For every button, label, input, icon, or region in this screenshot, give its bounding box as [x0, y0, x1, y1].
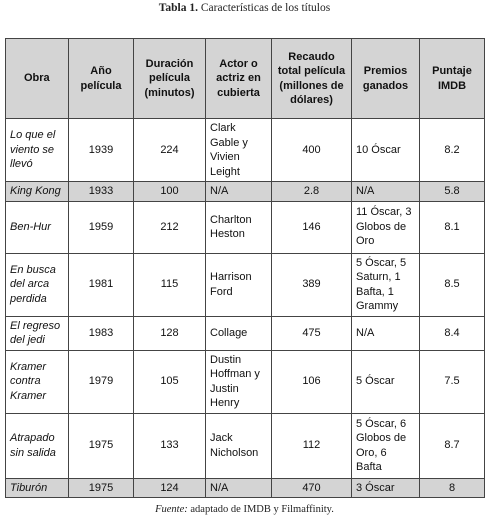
table-cell: 105	[133, 349, 206, 414]
table-cell: 5.8	[419, 181, 485, 202]
title-cell: King Kong	[5, 181, 69, 202]
table-cell: 1933	[68, 181, 134, 202]
table-cell: 5 Óscar	[351, 349, 420, 414]
table-cell: 400	[271, 118, 352, 182]
table-cell: 1959	[68, 200, 134, 254]
table-cell: N/A	[351, 181, 420, 202]
table-row: King Kong 1933 100 N/A 2.8 N/A 5.8	[5, 181, 485, 202]
table-row: Tiburón 1975 124 N/A 470 3 Óscar 8	[5, 477, 485, 498]
table-cell: 106	[271, 349, 352, 414]
header-cell: Premios ganados	[351, 38, 420, 119]
table-body: Lo que el viento se llevó 1939 224 Clark Ga…	[5, 118, 485, 498]
title-cell: El regreso del jedi	[5, 315, 69, 351]
table-cell: 389	[271, 252, 352, 317]
table-row: Ben-Hur 1959 212 Charlton Heston 146 11 Óscar…	[5, 200, 485, 254]
table-cell: 3 Óscar	[351, 477, 420, 498]
table-source: Fuente: adaptado de IMDB y Filmaffinity.	[0, 504, 489, 515]
source-label: Fuente:	[155, 504, 188, 515]
table-cell: 1981	[68, 252, 134, 317]
table-cell: 100	[133, 181, 206, 202]
table-cell: 8.5	[419, 252, 485, 317]
table-cell: 1983	[68, 315, 134, 351]
table-cell: 5 Óscar, 5 Saturn, 1 Bafta, 1 Grammy	[351, 252, 420, 317]
table-cell: 8.7	[419, 412, 485, 479]
table-cell: 5 Óscar, 6 Globos de Oro, 6 Bafta	[351, 412, 420, 479]
title-cell: Atrapado sin salida	[5, 412, 69, 479]
header-cell: Actor o actriz en cubierta	[205, 38, 272, 119]
table-row: Kramer contra Kramer 1979 105 Dustin Hoffma…	[5, 349, 485, 414]
title-cell: Kramer contra Kramer	[5, 349, 69, 414]
title-cell: Tiburón	[5, 477, 69, 498]
table-cell: 8	[419, 477, 485, 498]
table-cell: 128	[133, 315, 206, 351]
header-cell: Duración película (minutos)	[133, 38, 206, 119]
table-cell: 2.8	[271, 181, 352, 202]
title-cell: Ben-Hur	[5, 200, 69, 254]
table-cell: 7.5	[419, 349, 485, 414]
table-cell: 8.2	[419, 118, 485, 182]
table-cell: Dustin Hoffman y Justin Henry	[205, 349, 272, 414]
table-cell: 133	[133, 412, 206, 479]
header-cell: Puntaje IMDB	[419, 38, 485, 119]
data-table: Obra Año película Duración película (minut…	[5, 38, 485, 498]
table-title: Tabla 1. Características de los títulos	[0, 2, 489, 14]
table-cell: 1939	[68, 118, 134, 182]
table-cell: 124	[133, 477, 206, 498]
table-cell: N/A	[205, 181, 272, 202]
table-cell: 112	[271, 412, 352, 479]
table-cell: N/A	[351, 315, 420, 351]
table-cell: 1979	[68, 349, 134, 414]
title-cell: En busca del arca perdida	[5, 252, 69, 317]
header-cell: Recaudo total película (millones de dóla…	[271, 38, 352, 119]
table-cell: 146	[271, 200, 352, 254]
header-row: Obra Año película Duración película (minut…	[5, 38, 485, 119]
title-text: Características de los títulos	[200, 2, 331, 14]
table-cell: 224	[133, 118, 206, 182]
title-label: Tabla 1.	[158, 2, 198, 14]
table-row: Lo que el viento se llevó 1939 224 Clark Ga…	[5, 118, 485, 182]
table-cell: Clark Gable y Vivien Leight	[205, 118, 272, 182]
header-cell: Obra	[5, 38, 69, 119]
table-row: Atrapado sin salida 1975 133 Jack Nicholson…	[5, 412, 485, 479]
table-cell: 475	[271, 315, 352, 351]
table-cell: N/A	[205, 477, 272, 498]
table-cell: 8.1	[419, 200, 485, 254]
table-cell: 1975	[68, 412, 134, 479]
table-cell: 470	[271, 477, 352, 498]
table-row: En busca del arca perdida 1981 115 Harrison…	[5, 252, 485, 317]
table-cell: 1975	[68, 477, 134, 498]
table-cell: 8.4	[419, 315, 485, 351]
header-cell: Año película	[68, 38, 134, 119]
table-cell: Charlton Heston	[205, 200, 272, 254]
table-cell: 10 Óscar	[351, 118, 420, 182]
table-row: El regreso del jedi 1983 128 Collage 475 N/A 8…	[5, 315, 485, 351]
table-cell: 212	[133, 200, 206, 254]
table-cell: 11 Óscar, 3 Globos de Oro	[351, 200, 420, 254]
source-text: adaptado de IMDB y Filmaffinity.	[190, 504, 334, 515]
table-cell: Jack Nicholson	[205, 412, 272, 479]
table-cell: Collage	[205, 315, 272, 351]
title-cell: Lo que el viento se llevó	[5, 118, 69, 182]
table-cell: Harrison Ford	[205, 252, 272, 317]
table-cell: 115	[133, 252, 206, 317]
